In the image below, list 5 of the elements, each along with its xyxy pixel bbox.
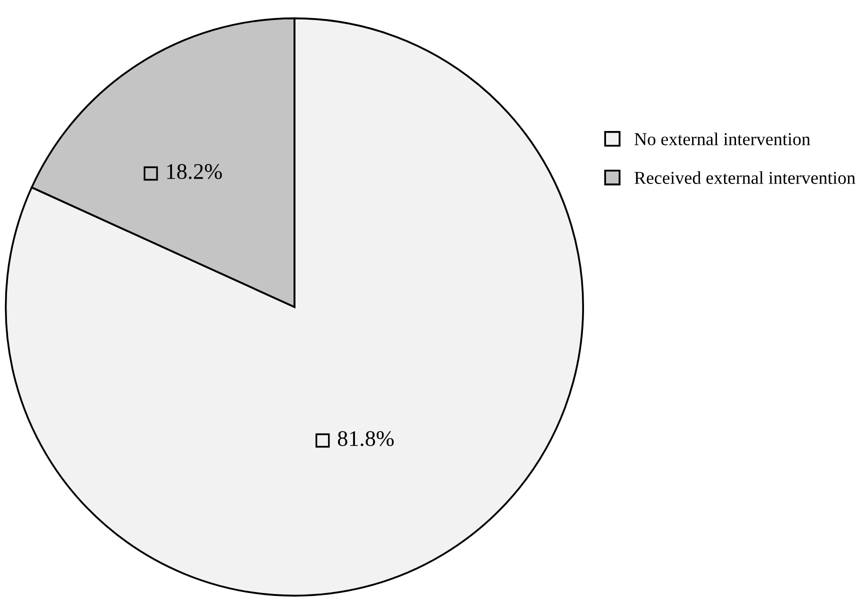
legend-label: Received external intervention [634,171,856,184]
pie-slice [4,17,584,597]
legend-label: No external intervention [634,132,810,146]
data-label: 18.2% [167,164,222,180]
data-label: 81.8% [338,431,394,446]
